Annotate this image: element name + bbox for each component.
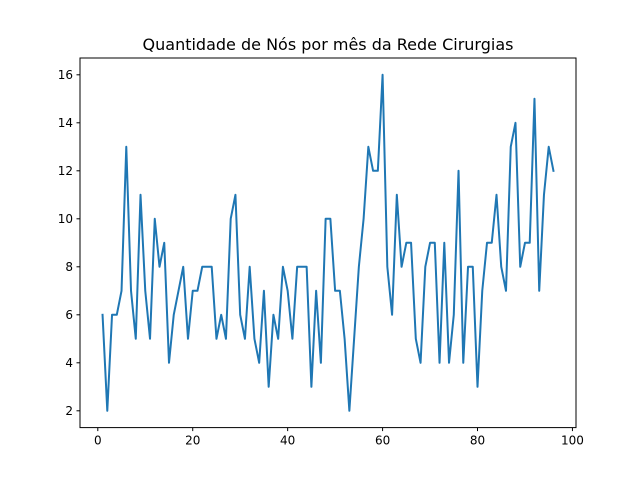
chart-title: Quantidade de Nós por mês da Rede Cirurg… — [143, 35, 514, 54]
y-tick-label: 2 — [65, 404, 73, 418]
x-tick-label: 100 — [561, 434, 584, 448]
x-tick-label: 20 — [185, 434, 200, 448]
x-tick-label: 40 — [280, 434, 295, 448]
y-tick-label: 16 — [58, 68, 73, 82]
series-layer — [101, 73, 555, 412]
y-tick-label: 14 — [58, 116, 73, 130]
x-tick-label: 60 — [375, 434, 390, 448]
x-tick-label: 80 — [470, 434, 485, 448]
x-tick-label: 0 — [94, 434, 102, 448]
y-tick-label: 10 — [58, 212, 73, 226]
plot-area-frame — [79, 57, 577, 429]
y-tick-label: 4 — [65, 356, 73, 370]
x-axis: 0 20 40 60 80 100 — [94, 427, 584, 448]
y-tick-label: 6 — [65, 308, 73, 322]
y-axis: 2 4 6 8 10 12 14 16 — [58, 68, 80, 418]
y-tick-label: 8 — [65, 260, 73, 274]
series-line-1 — [101, 73, 555, 412]
y-tick-label: 12 — [58, 164, 73, 178]
